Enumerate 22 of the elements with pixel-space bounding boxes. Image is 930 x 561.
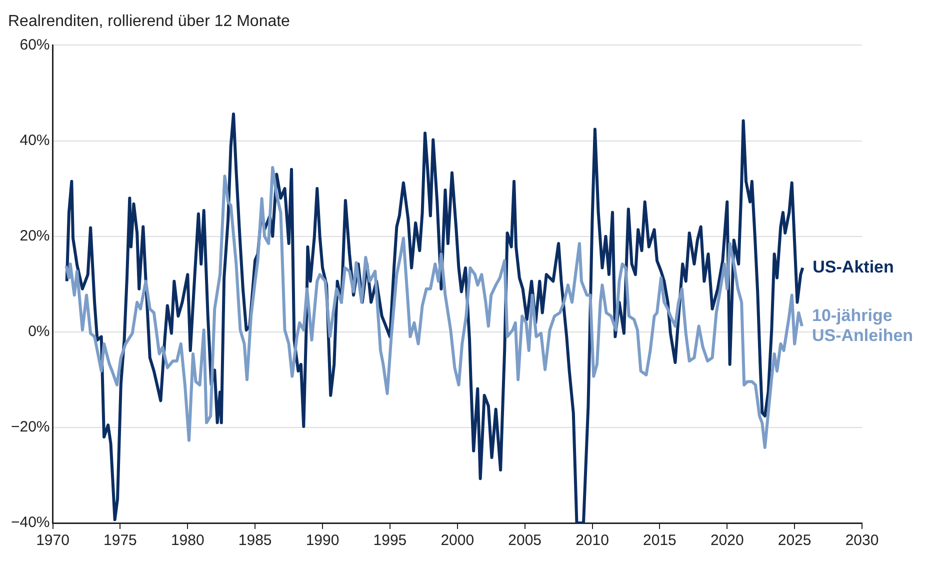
x-tick-label: 2020	[710, 532, 744, 550]
x-tick-label: 1995	[373, 532, 407, 550]
x-tick-label: 2000	[440, 532, 474, 550]
x-tick-label: 1970	[36, 532, 70, 550]
y-tick-label: 20%	[20, 227, 50, 244]
x-tick-label: 2010	[576, 532, 609, 550]
series-label: 10-jährige US-Anleihen	[812, 306, 914, 345]
y-tick-label: 60%	[20, 36, 50, 54]
chart-title: Realrenditen, rollierend über 12 Monate	[8, 13, 290, 30]
x-tick-label: 2025	[778, 532, 812, 550]
x-tick-label: 1975	[104, 532, 137, 550]
series-label: US-Aktien	[812, 258, 894, 277]
x-tick-label: 2005	[508, 532, 542, 550]
x-tick-label: 2030	[845, 532, 879, 550]
x-tick-label: 1990	[306, 532, 340, 550]
y-tick-label: −20%	[10, 418, 50, 436]
x-tick-label: 1985	[238, 532, 272, 550]
x-tick-label: 2015	[643, 532, 676, 550]
x-tick-label: 1980	[170, 532, 204, 550]
y-tick-label: −40%	[10, 514, 50, 532]
y-tick-label: 40%	[20, 132, 50, 149]
y-tick-label: 0%	[28, 323, 50, 340]
